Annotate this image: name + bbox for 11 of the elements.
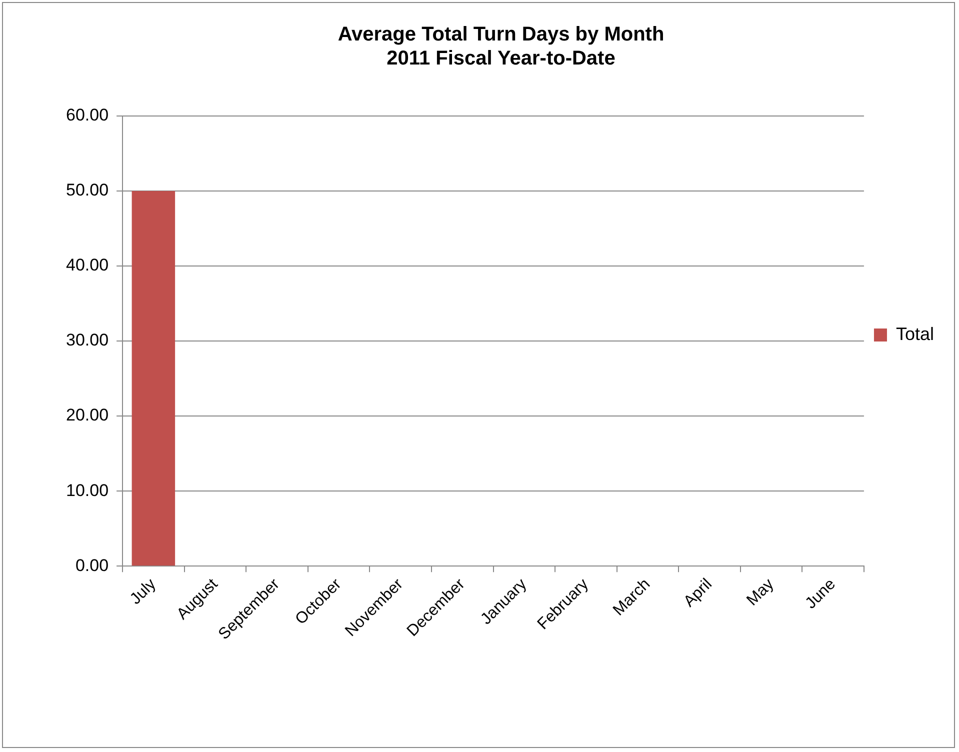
y-tick-label: 0.00 (75, 556, 109, 575)
y-tick-label: 50.00 (66, 180, 109, 200)
x-tick-label: May (744, 576, 778, 610)
y-tick-label: 30.00 (66, 330, 109, 350)
x-tick-label: July (127, 576, 160, 608)
legend-label: Total (896, 324, 934, 344)
y-tick-label: 60.00 (66, 106, 109, 125)
y-tick-label: 20.00 (66, 406, 109, 425)
y-tick-label: 10.00 (66, 480, 109, 500)
chart-title: Average Total Turn Days by Month 2011 Fiscal Year-to-Date (338, 24, 664, 70)
y-tick-label: 40.00 (66, 256, 109, 275)
